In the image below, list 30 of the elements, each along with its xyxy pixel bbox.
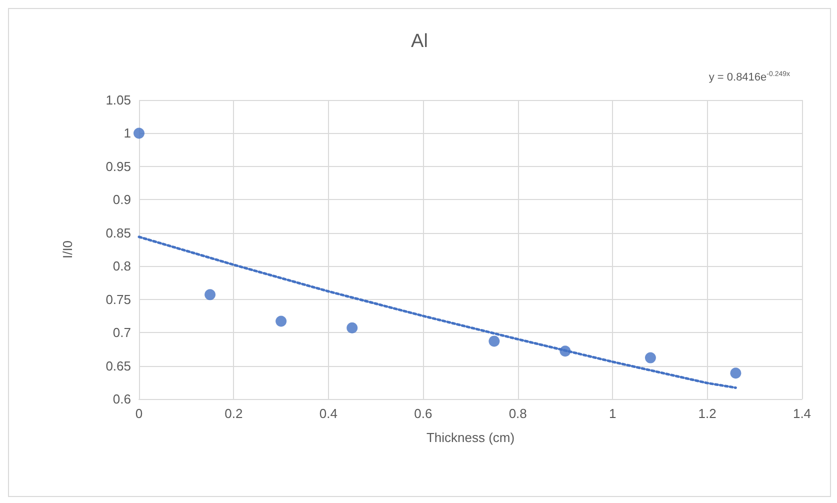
x-tick-label: 1.4 [792,406,812,421]
point [560,346,571,357]
y-tick-label: 0.8 [112,258,131,274]
y-tick-label: 0.95 [106,158,131,174]
point [488,336,500,347]
point [276,316,287,327]
x-tick-label: 0.8 [508,406,527,421]
y-tick-label: 0.75 [106,292,131,307]
x-axis-title: Thickness (cm) [426,430,515,445]
x-tick-label: 0.4 [319,406,338,421]
y-tick-label: 0.65 [106,358,131,374]
y-tick-label: 0.85 [106,225,131,240]
point [346,322,358,334]
point [644,352,656,364]
point [134,128,144,139]
y-tick-label: 1 [124,126,131,141]
x-tick-label: 1 [608,406,616,421]
x-tick-label: 0 [135,406,143,421]
x-tick-label: 0.2 [224,406,243,421]
x-tick-label: 1.2 [698,406,716,421]
chart-title: Al [411,31,428,52]
line-series [138,236,737,389]
x-tick-label: 0.6 [414,406,432,421]
y-tick-label: 0.7 [112,325,131,340]
point [204,289,216,300]
point [730,368,742,379]
y-tick-label: 1.05 [106,92,131,108]
y-tick-label: 0.6 [112,392,131,406]
y-axis-title: I/I0 [60,240,75,259]
y-tick-label: 0.9 [112,192,131,208]
